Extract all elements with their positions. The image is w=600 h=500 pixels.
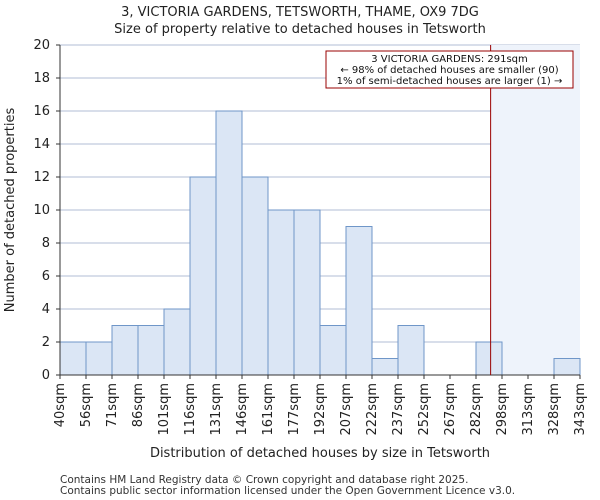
bar — [553, 358, 581, 376]
chart-subtitle: Size of property relative to detached ho… — [114, 22, 486, 37]
annotation-line-3: 1% of semi-detached houses are larger (1… — [337, 76, 563, 87]
y-tick-label: 6 — [42, 269, 50, 284]
x-tick-label: 192sqm — [313, 383, 328, 436]
bar — [163, 308, 191, 376]
x-tick-label: 40sqm — [53, 383, 68, 427]
x-tick-label: 343sqm — [573, 383, 588, 436]
y-tick-label: 18 — [33, 71, 50, 86]
x-tick-label: 71sqm — [105, 383, 120, 427]
y-axis-label: Number of detached properties — [3, 108, 18, 313]
y-tick-label: 10 — [33, 203, 50, 218]
bar — [59, 341, 87, 376]
bar — [267, 209, 295, 376]
bar — [241, 176, 269, 376]
x-tick-label: 267sqm — [443, 383, 458, 436]
footer-line-2: Contains public sector information licen… — [60, 485, 515, 497]
chart-title: 3, VICTORIA GARDENS, TETSWORTH, THAME, O… — [121, 5, 479, 20]
x-tick-label: 101sqm — [157, 383, 172, 436]
x-tick-label: 328sqm — [547, 383, 562, 436]
x-tick-label: 282sqm — [469, 383, 484, 436]
x-tick-label: 313sqm — [521, 383, 536, 436]
x-tick-label: 207sqm — [339, 383, 354, 436]
y-tick-label: 12 — [33, 170, 50, 185]
y-tick-label: 2 — [42, 335, 50, 350]
bar — [475, 341, 503, 376]
y-tick-label: 16 — [33, 104, 50, 119]
x-tick-label: 177sqm — [287, 383, 302, 436]
x-tick-label: 161sqm — [261, 383, 276, 436]
y-tick-label: 8 — [42, 236, 50, 251]
footer-line-1: Contains HM Land Registry data © Crown c… — [60, 474, 468, 486]
x-tick-label: 116sqm — [183, 383, 198, 436]
y-tick-label: 14 — [33, 137, 50, 152]
annotation-line-1: 3 VICTORIA GARDENS: 291sqm — [371, 54, 528, 65]
x-tick-label: 252sqm — [417, 383, 432, 436]
bars — [59, 110, 581, 376]
x-axis-label: Distribution of detached houses by size … — [150, 446, 490, 461]
bar — [319, 325, 347, 376]
x-tick-label: 86sqm — [131, 383, 146, 427]
x-tick-label: 56sqm — [79, 383, 94, 427]
x-tick-label: 298sqm — [495, 383, 510, 436]
bar — [189, 176, 217, 376]
y-tick-label: 0 — [42, 368, 50, 383]
x-tick-label: 222sqm — [365, 383, 380, 436]
x-tick-label: 131sqm — [209, 383, 224, 436]
bar — [397, 325, 425, 376]
bar — [215, 110, 243, 376]
bar — [371, 358, 399, 376]
x-tick-label: 146sqm — [235, 383, 250, 436]
bar — [293, 209, 321, 376]
annotation-box — [325, 50, 574, 89]
bar — [85, 341, 113, 376]
axes — [56, 44, 581, 379]
y-tick-labels: 0 2 4 6 8 10 12 14 16 18 20 — [33, 38, 50, 383]
bar — [345, 226, 373, 376]
annotation-line-2: ← 98% of detached houses are smaller (90… — [340, 65, 558, 76]
y-tick-label: 4 — [42, 302, 50, 317]
bar — [111, 325, 139, 376]
x-tick-label: 237sqm — [391, 383, 406, 436]
bar — [137, 325, 165, 376]
x-tick-labels: 40sqm 56sqm 71sqm 86sqm 101sqm 116sqm 131sqm 14… — [53, 383, 588, 436]
highlight-region — [490, 45, 580, 375]
y-tick-label: 20 — [33, 38, 50, 53]
